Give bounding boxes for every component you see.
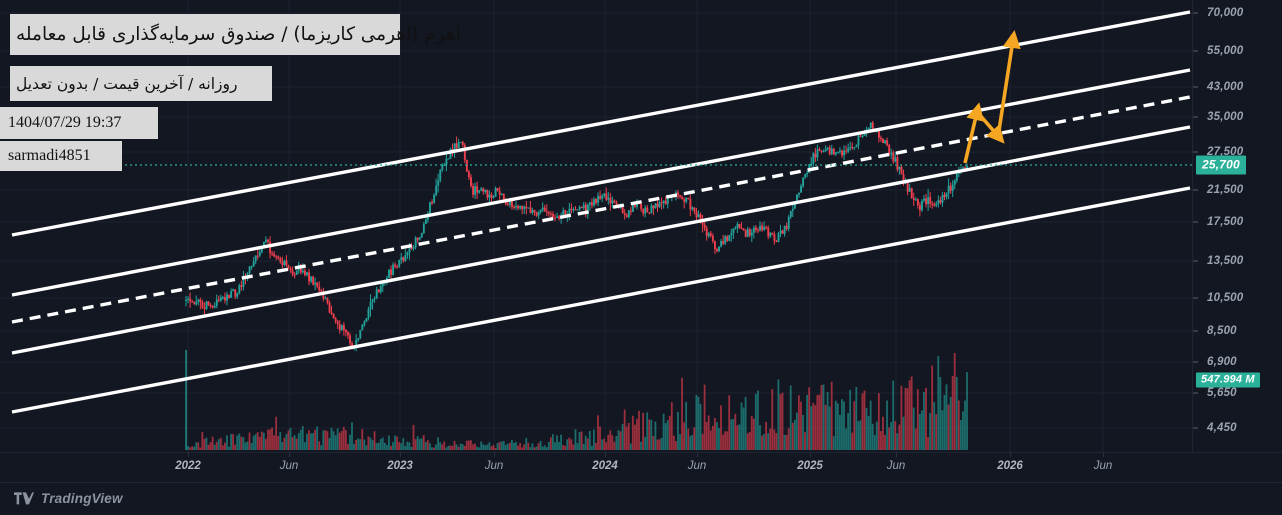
time-tick-mark bbox=[494, 453, 495, 457]
channel-line-upper-1[interactable] bbox=[11, 10, 1191, 237]
time-tick-mark bbox=[1010, 453, 1011, 457]
price-tick-mark bbox=[1193, 361, 1198, 363]
arrow-up-2[interactable] bbox=[996, 30, 1021, 138]
arrow-down-1[interactable] bbox=[977, 112, 1005, 144]
price-scale[interactable]: 70,000 55,000 43,000 35,000 27,500 21,500 17,5… bbox=[1192, 0, 1282, 452]
annotation-subtitle-box[interactable]: روزانه / آخرین قیمت / بدون تعدیل bbox=[10, 66, 272, 101]
price-tick-mark bbox=[1193, 330, 1198, 332]
price-tick-label: 17,500 bbox=[1207, 216, 1244, 228]
price-tick-label: 4,450 bbox=[1207, 422, 1237, 434]
price-tick-mark bbox=[1193, 189, 1198, 191]
time-tick-mark bbox=[896, 453, 897, 457]
time-tick-label: Jun bbox=[484, 460, 504, 472]
price-tick-mark bbox=[1193, 427, 1198, 429]
price-tick-mark bbox=[1193, 297, 1198, 299]
price-tick-label: 43,000 bbox=[1207, 81, 1244, 93]
price-tick-label: 27,500 bbox=[1207, 146, 1244, 158]
price-tick-label: 70,000 bbox=[1207, 7, 1244, 19]
price-tick-label: 6,900 bbox=[1207, 356, 1237, 368]
time-tick-label: 2024 bbox=[592, 460, 618, 472]
time-tick-label: 2025 bbox=[797, 460, 823, 472]
annotation-title-text: اهرم (اهرمی کاریزما) / صندوق سرمایه‌گذار… bbox=[16, 24, 461, 45]
time-tick-mark bbox=[697, 453, 698, 457]
price-tick-mark bbox=[1193, 116, 1198, 118]
channel-line-upper-2[interactable] bbox=[11, 68, 1191, 297]
price-tick-mark bbox=[1193, 392, 1198, 394]
channel-line-lower-2[interactable] bbox=[11, 186, 1191, 414]
candlestick-series bbox=[185, 120, 969, 352]
time-tick-mark bbox=[1103, 453, 1104, 457]
annotation-username-box[interactable]: sarmadi4851 bbox=[0, 141, 122, 171]
current-price-badge[interactable]: 25,700 bbox=[1196, 155, 1246, 175]
time-tick-mark bbox=[188, 453, 189, 457]
time-tick-mark bbox=[605, 453, 606, 457]
annotation-datetime-text: 1404/07/29 19:37 bbox=[8, 114, 122, 131]
price-tick-label: 35,000 bbox=[1207, 111, 1244, 123]
price-tick-mark bbox=[1193, 151, 1198, 153]
price-tick-label: 21,500 bbox=[1207, 184, 1244, 196]
time-tick-label: 2026 bbox=[997, 460, 1023, 472]
channel-line-median[interactable] bbox=[11, 95, 1191, 324]
price-tick-mark bbox=[1193, 86, 1198, 88]
price-tick-mark bbox=[1193, 12, 1198, 14]
time-tick-label: Jun bbox=[687, 460, 707, 472]
price-tick-label: 13,500 bbox=[1207, 255, 1244, 267]
time-tick-label: 2022 bbox=[175, 460, 201, 472]
forecast-arrow-group[interactable] bbox=[963, 30, 1021, 164]
time-tick-label: Jun bbox=[279, 460, 299, 472]
parallel-channel-lines[interactable] bbox=[11, 10, 1191, 414]
volume-histogram bbox=[185, 350, 968, 450]
price-tick-label: 5,650 bbox=[1207, 387, 1237, 399]
time-tick-mark bbox=[289, 453, 290, 457]
annotation-datetime-box[interactable]: 1404/07/29 19:37 bbox=[0, 107, 158, 139]
time-tick-label: Jun bbox=[886, 460, 906, 472]
time-tick-label: 2023 bbox=[387, 460, 413, 472]
arrow-up-1[interactable] bbox=[963, 102, 984, 164]
annotation-title-box[interactable]: اهرم (اهرمی کاریزما) / صندوق سرمایه‌گذار… bbox=[10, 14, 461, 55]
bottom-status-bar: TradingView bbox=[0, 482, 1282, 515]
price-tick-label: 10,500 bbox=[1207, 292, 1244, 304]
time-tick-mark bbox=[400, 453, 401, 457]
price-tick-mark bbox=[1193, 50, 1198, 52]
chart-plot-area[interactable]: اهرمی کاریزما 1D O25,150 H26,330 L24,500… bbox=[0, 0, 1192, 452]
channel-line-lower-1[interactable] bbox=[11, 125, 1191, 355]
price-tick-label: 8,500 bbox=[1207, 325, 1237, 337]
current-volume-badge[interactable]: 547.994 M bbox=[1196, 372, 1260, 388]
vertical-gridlines bbox=[187, 0, 1104, 452]
annotation-username-text: sarmadi4851 bbox=[8, 147, 91, 164]
time-scale[interactable]: 2022 Jun 2023 Jun 2024 Jun 2025 Jun 2026 Jun bbox=[0, 452, 1282, 482]
tradingview-mark-icon bbox=[14, 492, 34, 505]
tradingview-logo[interactable]: TradingView bbox=[14, 491, 123, 506]
time-tick-mark bbox=[810, 453, 811, 457]
annotation-subtitle-text: روزانه / آخرین قیمت / بدون تعدیل bbox=[16, 74, 238, 93]
time-tick-label: Jun bbox=[1093, 460, 1113, 472]
price-tick-mark bbox=[1193, 260, 1198, 262]
price-tick-mark bbox=[1193, 221, 1198, 223]
price-tick-label: 55,000 bbox=[1207, 45, 1244, 57]
tradingview-wordmark: TradingView bbox=[41, 491, 123, 506]
